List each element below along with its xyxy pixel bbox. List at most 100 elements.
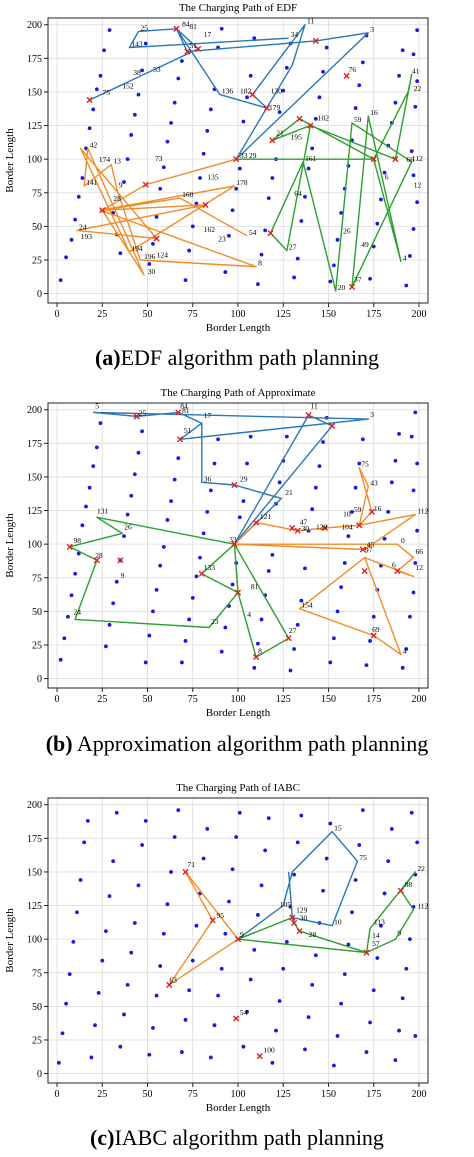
charging-request-marker xyxy=(263,104,271,112)
charging-request-marker xyxy=(305,412,312,419)
sensor-node xyxy=(321,440,325,444)
node-label: 12 xyxy=(416,563,424,572)
charging-request-marker xyxy=(133,413,140,420)
x-tick-label: 125 xyxy=(276,309,291,320)
caption-a-tag: (a) xyxy=(94,345,121,370)
node-label: 49 xyxy=(361,240,369,249)
caption-b: (b) Approximation algorithm path plannin… xyxy=(0,731,474,757)
sensor-node xyxy=(208,488,213,493)
charging-request-marker xyxy=(296,115,303,122)
charging-request-marker xyxy=(99,207,106,214)
sensor-node xyxy=(411,173,416,178)
x-tick-label: 150 xyxy=(321,1089,336,1100)
node-label: 76 xyxy=(349,65,357,74)
sensor-node xyxy=(143,660,148,665)
node-label: 59 xyxy=(354,115,362,124)
sensor-node xyxy=(364,1050,369,1054)
node-label: 29 xyxy=(249,151,257,160)
sensor-node xyxy=(183,639,188,643)
sensor-node xyxy=(94,445,99,450)
y-tick-label: 25 xyxy=(32,1035,42,1046)
sensor-node xyxy=(324,856,329,861)
sensor-node xyxy=(303,566,307,571)
node-label: 130 xyxy=(271,87,283,96)
node-label: 33 xyxy=(240,151,248,160)
sensor-node xyxy=(259,617,264,622)
sensor-node xyxy=(76,194,81,199)
sensor-node xyxy=(295,256,300,261)
sensor-node xyxy=(76,551,81,556)
chart-title: The Charging Path of IABC xyxy=(176,782,300,794)
node-label: 42 xyxy=(90,140,98,149)
sensor-node xyxy=(104,929,108,933)
sensor-node xyxy=(413,1034,418,1038)
x-tick-label: 75 xyxy=(188,1089,198,1100)
sensor-node xyxy=(132,921,137,925)
node-label: 141 xyxy=(86,178,98,187)
sensor-node xyxy=(136,883,141,888)
node-label: 23 xyxy=(211,617,219,626)
caption-c: (c)IABC algorithm path planning xyxy=(0,1125,474,1151)
sensor-node xyxy=(277,480,282,485)
node-label: 8 xyxy=(258,646,262,655)
sensor-node xyxy=(237,166,242,171)
node-label: 73 xyxy=(155,154,163,163)
node-label: 75 xyxy=(102,88,110,97)
sensor-node xyxy=(230,208,235,213)
sensor-node xyxy=(252,665,257,670)
charging-request-marker xyxy=(198,570,205,577)
caption-b-tag: (b) xyxy=(45,731,73,756)
sensor-node xyxy=(212,1023,217,1028)
node-label: 196 xyxy=(144,252,156,261)
node-label: 75 xyxy=(359,853,367,862)
x-tick-label: 100 xyxy=(231,309,246,320)
sensor-node xyxy=(259,252,264,257)
charging-path xyxy=(233,466,416,656)
x-tick-label: 175 xyxy=(366,309,381,320)
sensor-node xyxy=(227,899,231,904)
node-label: 162 xyxy=(204,225,216,234)
sensor-node xyxy=(256,913,260,917)
node-label: 38 xyxy=(133,68,141,77)
sensor-node xyxy=(357,83,362,88)
x-tick-label: 0 xyxy=(55,1089,60,1100)
sensor-node xyxy=(158,563,163,568)
sensor-node xyxy=(205,827,210,831)
sensor-node xyxy=(201,531,206,536)
y-tick-label: 25 xyxy=(32,255,42,266)
y-tick-label: 100 xyxy=(27,540,42,551)
node-label: 15 xyxy=(334,824,342,833)
sensor-node xyxy=(408,614,412,619)
sensor-node xyxy=(158,964,163,968)
node-label: 25 xyxy=(140,23,148,32)
sensor-node xyxy=(306,1015,311,1020)
sensor-node xyxy=(58,657,63,662)
y-tick-label: 50 xyxy=(32,222,42,233)
sensor-node xyxy=(201,856,206,861)
sensor-node xyxy=(266,569,271,573)
charging-request-marker xyxy=(289,914,296,921)
sensor-node xyxy=(389,480,394,485)
node-label: 17 xyxy=(204,30,212,39)
sensor-node xyxy=(357,843,362,847)
sensor-node xyxy=(151,241,155,246)
sensor-node xyxy=(187,617,192,622)
sensor-node xyxy=(313,953,318,958)
x-tick-label: 25 xyxy=(97,694,107,705)
x-tick-label: 75 xyxy=(188,309,198,320)
node-label: 182 xyxy=(240,87,252,96)
sensor-node xyxy=(299,219,304,223)
charging-request-marker xyxy=(269,137,276,144)
y-tick-label: 200 xyxy=(27,405,42,416)
sensor-node xyxy=(408,254,412,258)
charging-request-marker xyxy=(234,936,242,943)
sensor-node xyxy=(313,116,318,121)
node-label: 21 xyxy=(276,128,284,137)
sensor-node xyxy=(140,429,144,434)
sensor-node xyxy=(379,197,383,202)
charging-request-marker xyxy=(329,422,336,429)
sensor-node xyxy=(248,434,253,439)
sensor-node xyxy=(382,536,387,541)
sensor-node xyxy=(342,972,347,977)
sensor-node xyxy=(393,100,398,105)
